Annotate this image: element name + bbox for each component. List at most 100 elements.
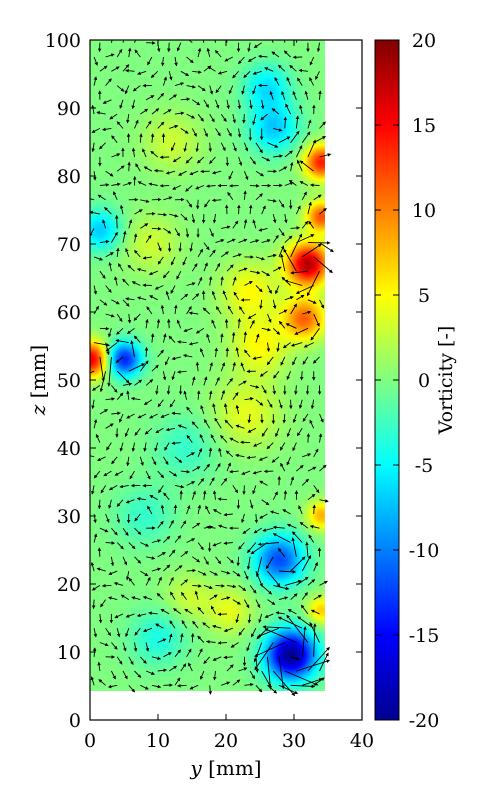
velocity-arrow: [151, 364, 159, 372]
velocity-arrow: [197, 478, 205, 486]
velocity-arrow: [212, 214, 217, 224]
velocity-arrow: [230, 642, 239, 648]
velocity-arrow: [239, 306, 245, 315]
velocity-arrow: [192, 556, 201, 563]
velocity-arrow: [205, 639, 216, 644]
velocity-arrow: [255, 256, 265, 261]
velocity-arrow: [278, 309, 288, 315]
colorbar-axis: 20 15 10 5 0 -5 -10 -15 -20: [375, 30, 439, 732]
velocity-arrow: [215, 462, 221, 472]
velocity-arrow: [186, 505, 191, 515]
velocity-arrow: [313, 485, 320, 494]
velocity-arrow: [180, 293, 189, 301]
velocity-arrow: [253, 527, 262, 534]
velocity-arrow: [163, 564, 171, 572]
velocity-arrow: [250, 270, 261, 275]
velocity-arrow: [110, 556, 115, 567]
velocity-arrow: [226, 556, 234, 564]
velocity-arrow: [92, 385, 101, 391]
velocity-arrow: [165, 290, 170, 300]
velocity-arrow: [177, 683, 187, 688]
velocity-arrow: [195, 361, 200, 372]
y-tick-label: 10: [57, 642, 81, 664]
velocity-arrow: [178, 242, 182, 253]
velocity-arrow: [154, 442, 159, 452]
velocity-arrow: [206, 47, 211, 58]
velocity-arrow: [131, 147, 136, 158]
velocity-arrow: [142, 596, 153, 601]
velocity-arrow: [151, 656, 162, 661]
velocity-arrow: [232, 113, 236, 124]
velocity-arrow: [211, 198, 222, 203]
velocity-arrow: [93, 76, 98, 86]
velocity-arrow: [176, 270, 182, 280]
velocity-arrow: [238, 56, 245, 65]
velocity-arrow: [151, 456, 157, 466]
velocity-arrow: [106, 442, 112, 451]
velocity-arrow: [253, 42, 262, 49]
velocity-arrow: [168, 633, 173, 643]
velocity-arrow: [210, 605, 216, 615]
velocity-arrow: [310, 609, 320, 615]
velocity-arrow: [98, 142, 106, 150]
velocity-arrow: [255, 142, 263, 154]
velocity-arrow: [107, 328, 112, 338]
velocity-arrow: [223, 512, 233, 517]
velocity-arrow: [296, 576, 309, 586]
velocity-arrow: [157, 552, 166, 558]
velocity-arrow: [302, 310, 312, 315]
velocity-arrow: [145, 120, 152, 129]
velocity-arrow: [146, 211, 156, 216]
velocity-arrow: [116, 165, 125, 172]
velocity-arrow: [307, 201, 312, 215]
velocity-arrow: [257, 54, 268, 59]
velocity-arrow: [255, 333, 260, 343]
velocity-arrow: [192, 620, 199, 629]
velocity-arrow: [183, 390, 188, 400]
velocity-arrow: [238, 667, 248, 672]
velocity-arrow: [285, 103, 292, 115]
velocity-arrow: [212, 403, 216, 415]
velocity-arrow: [278, 245, 285, 258]
velocity-arrow: [188, 311, 199, 315]
velocity-arrow: [91, 142, 95, 153]
y-tick-label: 60: [57, 302, 81, 324]
velocity-arrow: [255, 193, 263, 201]
velocity-arrow: [301, 243, 322, 258]
velocity-arrow: [295, 285, 314, 294]
velocity-arrow: [140, 108, 149, 115]
velocity-arrow: [223, 655, 233, 660]
velocity-arrow: [312, 356, 320, 364]
velocity-arrow: [257, 542, 280, 546]
velocity-arrow: [116, 121, 124, 129]
velocity-arrow: [249, 585, 257, 594]
velocity-arrow: [209, 113, 215, 123]
velocity-arrow: [247, 542, 257, 554]
velocity-arrow: [195, 142, 200, 153]
velocity-arrow: [115, 339, 129, 344]
velocity-arrow: [97, 499, 102, 510]
velocity-arrow: [196, 390, 201, 400]
velocity-arrow: [266, 342, 271, 353]
velocity-arrow: [171, 371, 176, 381]
velocity-arrow: [183, 142, 188, 153]
velocity-arrow: [222, 290, 228, 300]
velocity-arrow: [246, 556, 251, 570]
velocity-arrow: [279, 442, 286, 451]
velocity-arrow: [212, 670, 217, 681]
velocity-arrow: [195, 327, 205, 334]
velocity-arrow: [136, 613, 147, 618]
velocity-arrow: [309, 621, 320, 643]
velocity-arrow: [203, 463, 210, 472]
velocity-arrow: [242, 485, 246, 495]
velocity-arrow: [116, 370, 130, 384]
velocity-arrow: [126, 327, 135, 335]
velocity-arrow: [272, 385, 277, 395]
velocity-arrow: [261, 239, 271, 244]
velocity-arrow: [261, 670, 272, 688]
velocity-arrow: [191, 263, 198, 272]
velocity-arrow: [226, 462, 231, 472]
velocity-arrow: [95, 433, 101, 443]
velocity-arrow: [295, 40, 298, 43]
velocity-arrow: [318, 90, 322, 100]
